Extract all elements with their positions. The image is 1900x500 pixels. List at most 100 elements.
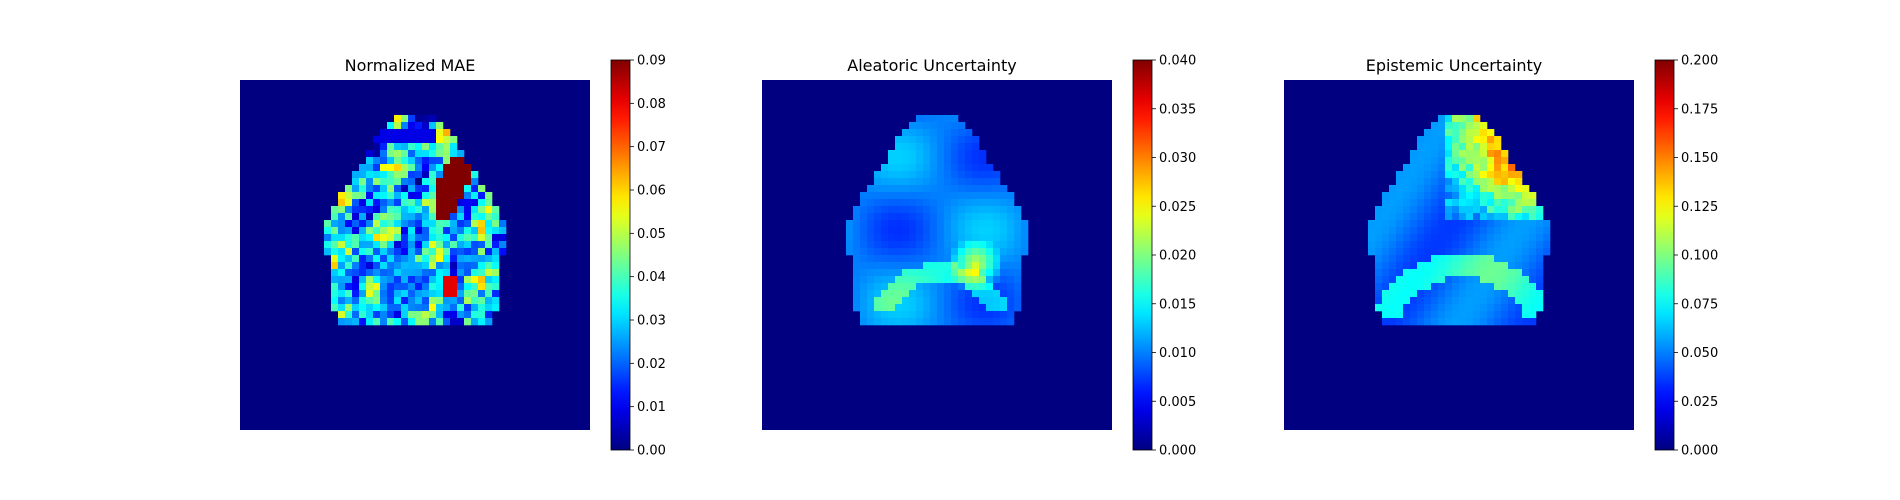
heatmap-cell [1368,227,1376,235]
heatmap-cell [1522,199,1530,207]
heatmap-cell [401,276,409,284]
heatmap-cell [881,227,889,235]
heatmap-cell [387,248,395,256]
heatmap-cell [1480,178,1488,186]
heatmap-cell [471,311,479,319]
heatmap-cell [881,220,889,228]
heatmap-cell [965,185,973,193]
heatmap-cell [909,241,917,249]
heatmap-cell [422,213,430,221]
heatmap-cell [944,290,952,298]
heatmap-cell [937,115,945,123]
heatmap-cell [457,241,465,249]
heatmap-cell [881,248,889,256]
heatmap-cell [1536,255,1544,263]
heatmap-cell [909,318,917,326]
heatmap-cell [1014,290,1022,298]
heatmap-cell [429,262,437,270]
heatmap-cell [1494,150,1502,158]
heatmap-cell [951,241,959,249]
heatmap-cell [951,318,959,326]
heatmap-cell [1431,248,1439,256]
heatmap-cell [373,297,381,305]
heatmap-cell [1438,255,1446,263]
heatmap-cell [951,185,959,193]
heatmap-cell [902,269,910,277]
colorbar-tick-label: 0.025 [1681,395,1718,410]
heatmap-cell [951,213,959,221]
heatmap-cell [485,311,493,319]
heatmap-cell [895,192,903,200]
heatmap-cell [415,164,423,172]
heatmap-cell [1424,297,1432,305]
heatmap-cell [450,143,458,151]
heatmap-cell [1508,192,1516,200]
heatmap-cell [881,178,889,186]
heatmap-cell [1438,171,1446,179]
heatmap-cell [916,143,924,151]
heatmap-cell [1466,129,1474,137]
heatmap-cell [867,304,875,312]
heatmap-cell [415,150,423,158]
heatmap-cell [1473,199,1481,207]
heatmap-cell [366,171,374,179]
heatmap-cell [972,178,980,186]
heatmap-cell [443,241,451,249]
colorbar-epistemic: 0.0000.0250.0500.0750.1000.1250.1500.175… [1654,54,1718,459]
heatmap-cell [401,248,409,256]
heatmap-cell [1515,304,1523,312]
heatmap-cell [930,297,938,305]
heatmap-cell [888,150,896,158]
heatmap-cell [345,318,353,326]
heatmap-cell [853,262,861,270]
heatmap-cell [1438,192,1446,200]
heatmap-cell [464,220,472,228]
heatmap-cell [1438,185,1446,193]
heatmap-cell [1459,199,1467,207]
colorbar-tick-label: 0.175 [1681,102,1718,117]
heatmap-cell [1473,283,1481,291]
heatmap-cell [338,192,346,200]
heatmap-cell [916,283,924,291]
heatmap-cell [1389,220,1397,228]
heatmap-cell [867,290,875,298]
heatmap-cell [951,297,959,305]
heatmap-cell [408,185,416,193]
panel-epistemic: Epistemic Uncertainty 0.0000.0250.0500.0… [1284,54,1718,459]
heatmap-cell [1000,255,1008,263]
heatmap-cell [1403,178,1411,186]
heatmap-cell [993,304,1001,312]
heatmap-cell [1431,311,1439,319]
heatmap-cell [1417,255,1425,263]
heatmap-cell [930,171,938,179]
heatmap-cell [937,283,945,291]
heatmap-cell [895,185,903,193]
heatmap-cell [1466,276,1474,284]
heatmap-cell [1382,206,1390,214]
heatmap-cell [1424,213,1432,221]
heatmap-cell [979,311,987,319]
heatmap-cell [895,297,903,305]
heatmap-cell [443,255,451,263]
heatmap-cell [853,213,861,221]
heatmap-cell [1438,269,1446,277]
heatmap-cell [937,122,945,130]
heatmap-cell [464,178,472,186]
heatmap-cell [422,234,430,242]
heatmap-cell [965,157,973,165]
heatmap-cell [937,241,945,249]
heatmap-cell [485,248,493,256]
heatmap-cell [1431,192,1439,200]
heatmap-cell [1473,220,1481,228]
heatmap-cell [401,220,409,228]
heatmap-cell [401,269,409,277]
heatmap-cell [986,311,994,319]
heatmap-cell [1494,276,1502,284]
heatmap-cell [951,115,959,123]
heatmap-cell [415,234,423,242]
heatmap-cell [1431,234,1439,242]
heatmap-cell [443,164,451,172]
heatmap-cell [1480,164,1488,172]
heatmap-cell [387,290,395,298]
heatmap-cell [1459,290,1467,298]
